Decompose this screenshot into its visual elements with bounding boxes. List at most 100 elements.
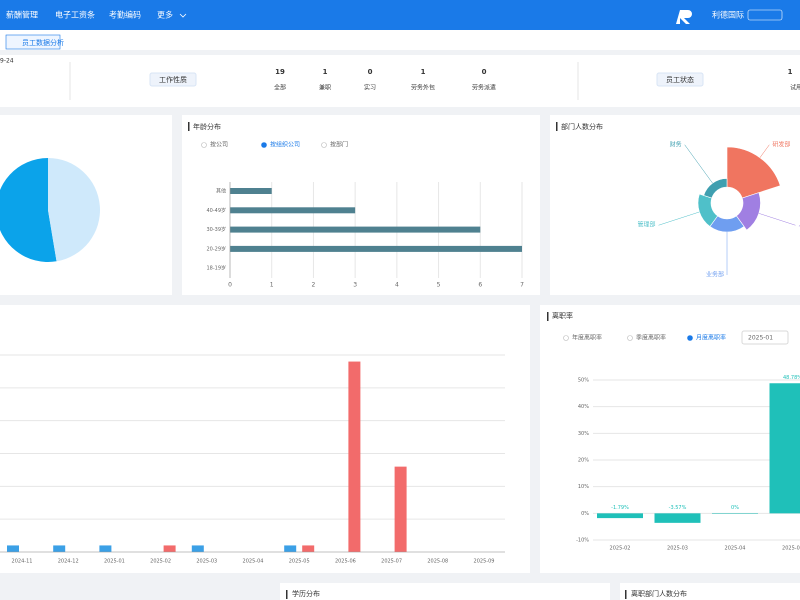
radio[interactable] bbox=[687, 335, 693, 341]
nav-item[interactable]: 电子工资条 bbox=[55, 10, 95, 20]
bar bbox=[597, 513, 643, 519]
x-tick-label: 2025-01 bbox=[104, 559, 125, 565]
bar bbox=[348, 361, 361, 552]
stat-label: 试用期 bbox=[790, 84, 800, 92]
bar bbox=[230, 226, 481, 233]
y-tick-label: 其他 bbox=[216, 188, 226, 195]
chart-title: 离职率 bbox=[552, 311, 573, 320]
x-tick-label: 0 bbox=[228, 282, 232, 289]
panel-title: 学历分布 bbox=[292, 589, 320, 598]
panel bbox=[620, 583, 800, 600]
dropdown-value[interactable]: 2025-01 bbox=[748, 335, 773, 342]
nav-item[interactable]: 考勤编码 bbox=[109, 10, 141, 20]
y-tick-label: 30% bbox=[578, 431, 589, 437]
x-tick-label: 2025-02 bbox=[610, 546, 631, 552]
breadcrumb-tab[interactable] bbox=[5, 34, 61, 50]
x-tick-label: 2025-07 bbox=[381, 559, 402, 565]
x-tick-label: 2025-04 bbox=[725, 546, 746, 552]
pie-slice bbox=[48, 158, 101, 262]
radio[interactable] bbox=[563, 335, 569, 341]
bar bbox=[654, 513, 701, 523]
leader-line bbox=[658, 211, 700, 226]
tab[interactable]: 月度离职率 bbox=[696, 334, 726, 342]
slice-label: 业务部 bbox=[706, 271, 724, 279]
radio[interactable] bbox=[627, 335, 633, 341]
bar bbox=[99, 545, 112, 552]
bar bbox=[394, 466, 407, 552]
title-bar bbox=[188, 122, 190, 131]
y-tick-label: 50% bbox=[578, 378, 589, 384]
x-tick-label: 2025-03 bbox=[196, 559, 217, 565]
stats-title: 工作性质 bbox=[159, 75, 187, 84]
dropdown[interactable] bbox=[741, 330, 789, 345]
bar bbox=[230, 245, 522, 252]
tab[interactable]: 季度离职率 bbox=[636, 334, 666, 342]
radio[interactable] bbox=[321, 142, 327, 148]
title-bar bbox=[625, 590, 627, 599]
leader-line bbox=[684, 144, 713, 184]
stat-label: 实习 bbox=[364, 84, 376, 92]
rose-slice bbox=[726, 146, 781, 199]
radio[interactable] bbox=[201, 142, 207, 148]
stats-title: 员工状态 bbox=[666, 75, 694, 84]
x-tick-label: 2025-03 bbox=[667, 546, 688, 552]
stat-value: 1 bbox=[323, 68, 328, 76]
x-tick-label: 2025-09 bbox=[474, 559, 495, 565]
bar bbox=[302, 545, 315, 552]
nav-item[interactable]: 更多 bbox=[157, 10, 173, 20]
x-tick-label: 2025-06 bbox=[335, 559, 356, 565]
stat-label: 兼职 bbox=[319, 84, 331, 92]
x-tick-label: 2025-08 bbox=[427, 559, 448, 565]
leader-line bbox=[759, 144, 770, 158]
slice-label: 管理部 bbox=[638, 221, 656, 229]
pill bbox=[656, 72, 704, 87]
x-tick-label: 4 bbox=[395, 282, 399, 289]
panel bbox=[182, 115, 540, 295]
x-tick-label: 2 bbox=[312, 282, 316, 289]
chart-title: 年龄分布 bbox=[193, 122, 221, 131]
date: 9-24 bbox=[0, 58, 14, 65]
nav-bar bbox=[0, 0, 800, 30]
y-tick-label: 20% bbox=[578, 458, 589, 464]
y-tick-label: 10% bbox=[578, 484, 589, 490]
pill bbox=[149, 72, 197, 87]
x-tick-label: 1 bbox=[270, 282, 274, 289]
bar bbox=[7, 545, 19, 552]
chart-title: 部门人数分布 bbox=[561, 122, 603, 131]
brand: 利德国际 bbox=[712, 10, 744, 20]
tab[interactable]: 年度离职率 bbox=[572, 334, 602, 342]
slice-label: 财务 bbox=[670, 140, 682, 148]
x-tick-label: 2025-02 bbox=[150, 559, 171, 565]
bar bbox=[284, 545, 297, 552]
tab[interactable]: 按公司 bbox=[210, 141, 228, 149]
slice-label: 研发部 bbox=[772, 140, 790, 148]
rose-slice bbox=[697, 193, 719, 227]
tab[interactable]: 按组织公司 bbox=[270, 141, 300, 149]
bar bbox=[53, 545, 66, 552]
breadcrumb[interactable]: 员工数据分析 bbox=[22, 38, 64, 47]
stat-label: 全部 bbox=[274, 84, 286, 92]
leader-line bbox=[758, 213, 796, 226]
x-tick-label: 2025-05 bbox=[289, 559, 310, 565]
x-tick-label: 5 bbox=[437, 282, 441, 289]
y-tick-label: 0% bbox=[581, 511, 589, 517]
y-tick-label: 40% bbox=[578, 404, 589, 410]
nav-item[interactable]: 薪酬管理 bbox=[6, 10, 38, 20]
x-tick-label: 2025-05 bbox=[782, 546, 800, 552]
bar bbox=[769, 383, 800, 514]
rose-slice bbox=[735, 192, 761, 231]
y-tick-label: 40-49岁 bbox=[206, 207, 226, 214]
logo bbox=[676, 10, 692, 24]
title-bar bbox=[547, 312, 549, 321]
x-tick-label: 2024-11 bbox=[12, 559, 33, 565]
title-bar bbox=[286, 590, 288, 599]
chevron bbox=[179, 13, 187, 18]
tab[interactable]: 按部门 bbox=[330, 141, 348, 149]
stat-value: 0 bbox=[368, 68, 373, 76]
pie-slice bbox=[0, 158, 57, 262]
radio[interactable] bbox=[261, 142, 267, 148]
x-tick-label: 6 bbox=[478, 282, 482, 289]
bar bbox=[712, 513, 758, 514]
user-badge[interactable] bbox=[747, 9, 783, 21]
